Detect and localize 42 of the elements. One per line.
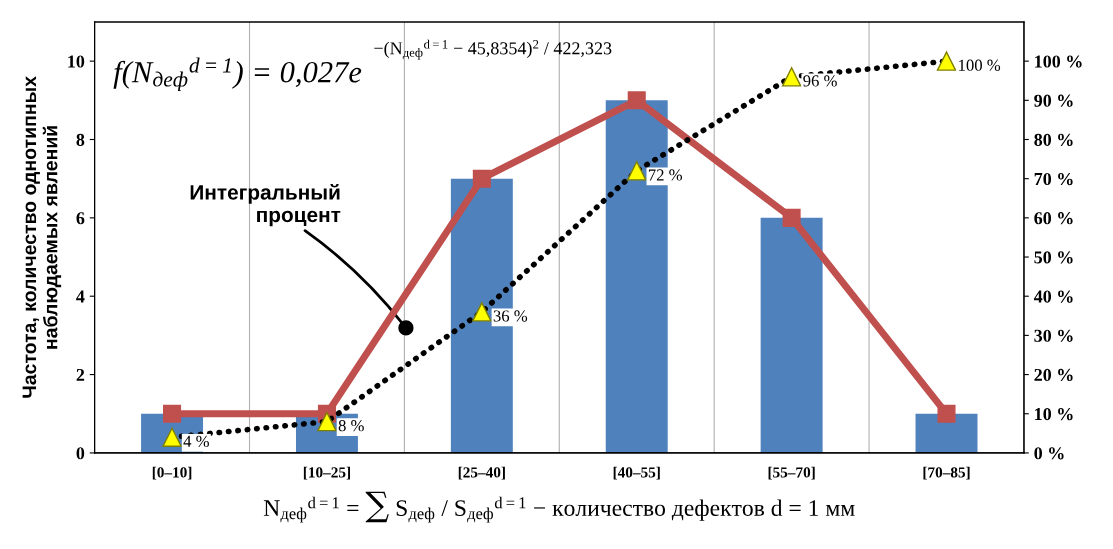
point [472,169,491,188]
bar [450,178,513,453]
y2-tick-label: 30 % [1034,329,1073,342]
bar [760,217,823,453]
point [937,404,956,423]
y2-tick-label: 90 % [1034,94,1073,107]
point [627,91,646,110]
y2-tick-label: 60 % [1034,212,1073,225]
y-tick-label: 0 [76,447,85,460]
data-label: 8 % [338,420,364,432]
y2-tick-label: 40 % [1033,290,1073,303]
y2-tick-label: 80 % [1034,133,1073,146]
y2-tick-label: 20 % [1034,368,1073,382]
data-label: 36 % [493,310,528,322]
data-label: 100 % [959,59,1001,71]
point [782,208,801,227]
y-tick-label: 10 [68,55,85,68]
y-tick-label: 4 [76,290,85,303]
x-tick-label: [0–10] [152,466,192,480]
y2-tick-label: 0 % [1034,447,1064,460]
annotation: Интегральный процент [190,183,341,227]
y2-tick-label: 70 % [1034,172,1073,186]
y-axis-title: Частота, количество однотипных наблюдаемых явлений [22,76,62,398]
annotation: −(N$_{деф}$$^{d=1}$ − 45,8354)$^{2}$ / 422,323 [374,39,612,60]
x-tick-label: [70–85] [923,466,970,480]
data-label: 72 % [648,169,682,181]
y-tick-label: 8 [76,133,85,146]
y2-tick-label: 50 % [1034,251,1073,264]
text: N$_{деф}$$^{d=1}$ = ∑ S$_{деф}$ / S$_{деф}$$^{d=1}$ − количество дефектов d = 1 мм [263,491,855,523]
x-tick-label: [40–55] [613,466,660,480]
y-tick-label: 2 [76,368,85,381]
x-tick-label: [25–40] [458,466,505,480]
y2-tick-label: 100 % [1035,55,1082,68]
x-tick-label: [10–25] [303,466,350,480]
data-label: 4 % [183,435,209,448]
y2-tick-label: 10 % [1035,408,1073,421]
y-tick-label: 6 [76,212,85,225]
bar [605,100,668,453]
point [163,404,182,423]
data-label: 96 % [803,75,837,87]
annotation: f(N$_{деф}$$^{d=1}$) = 0,027e [113,57,362,91]
x-tick-label: [55–70] [768,466,815,480]
